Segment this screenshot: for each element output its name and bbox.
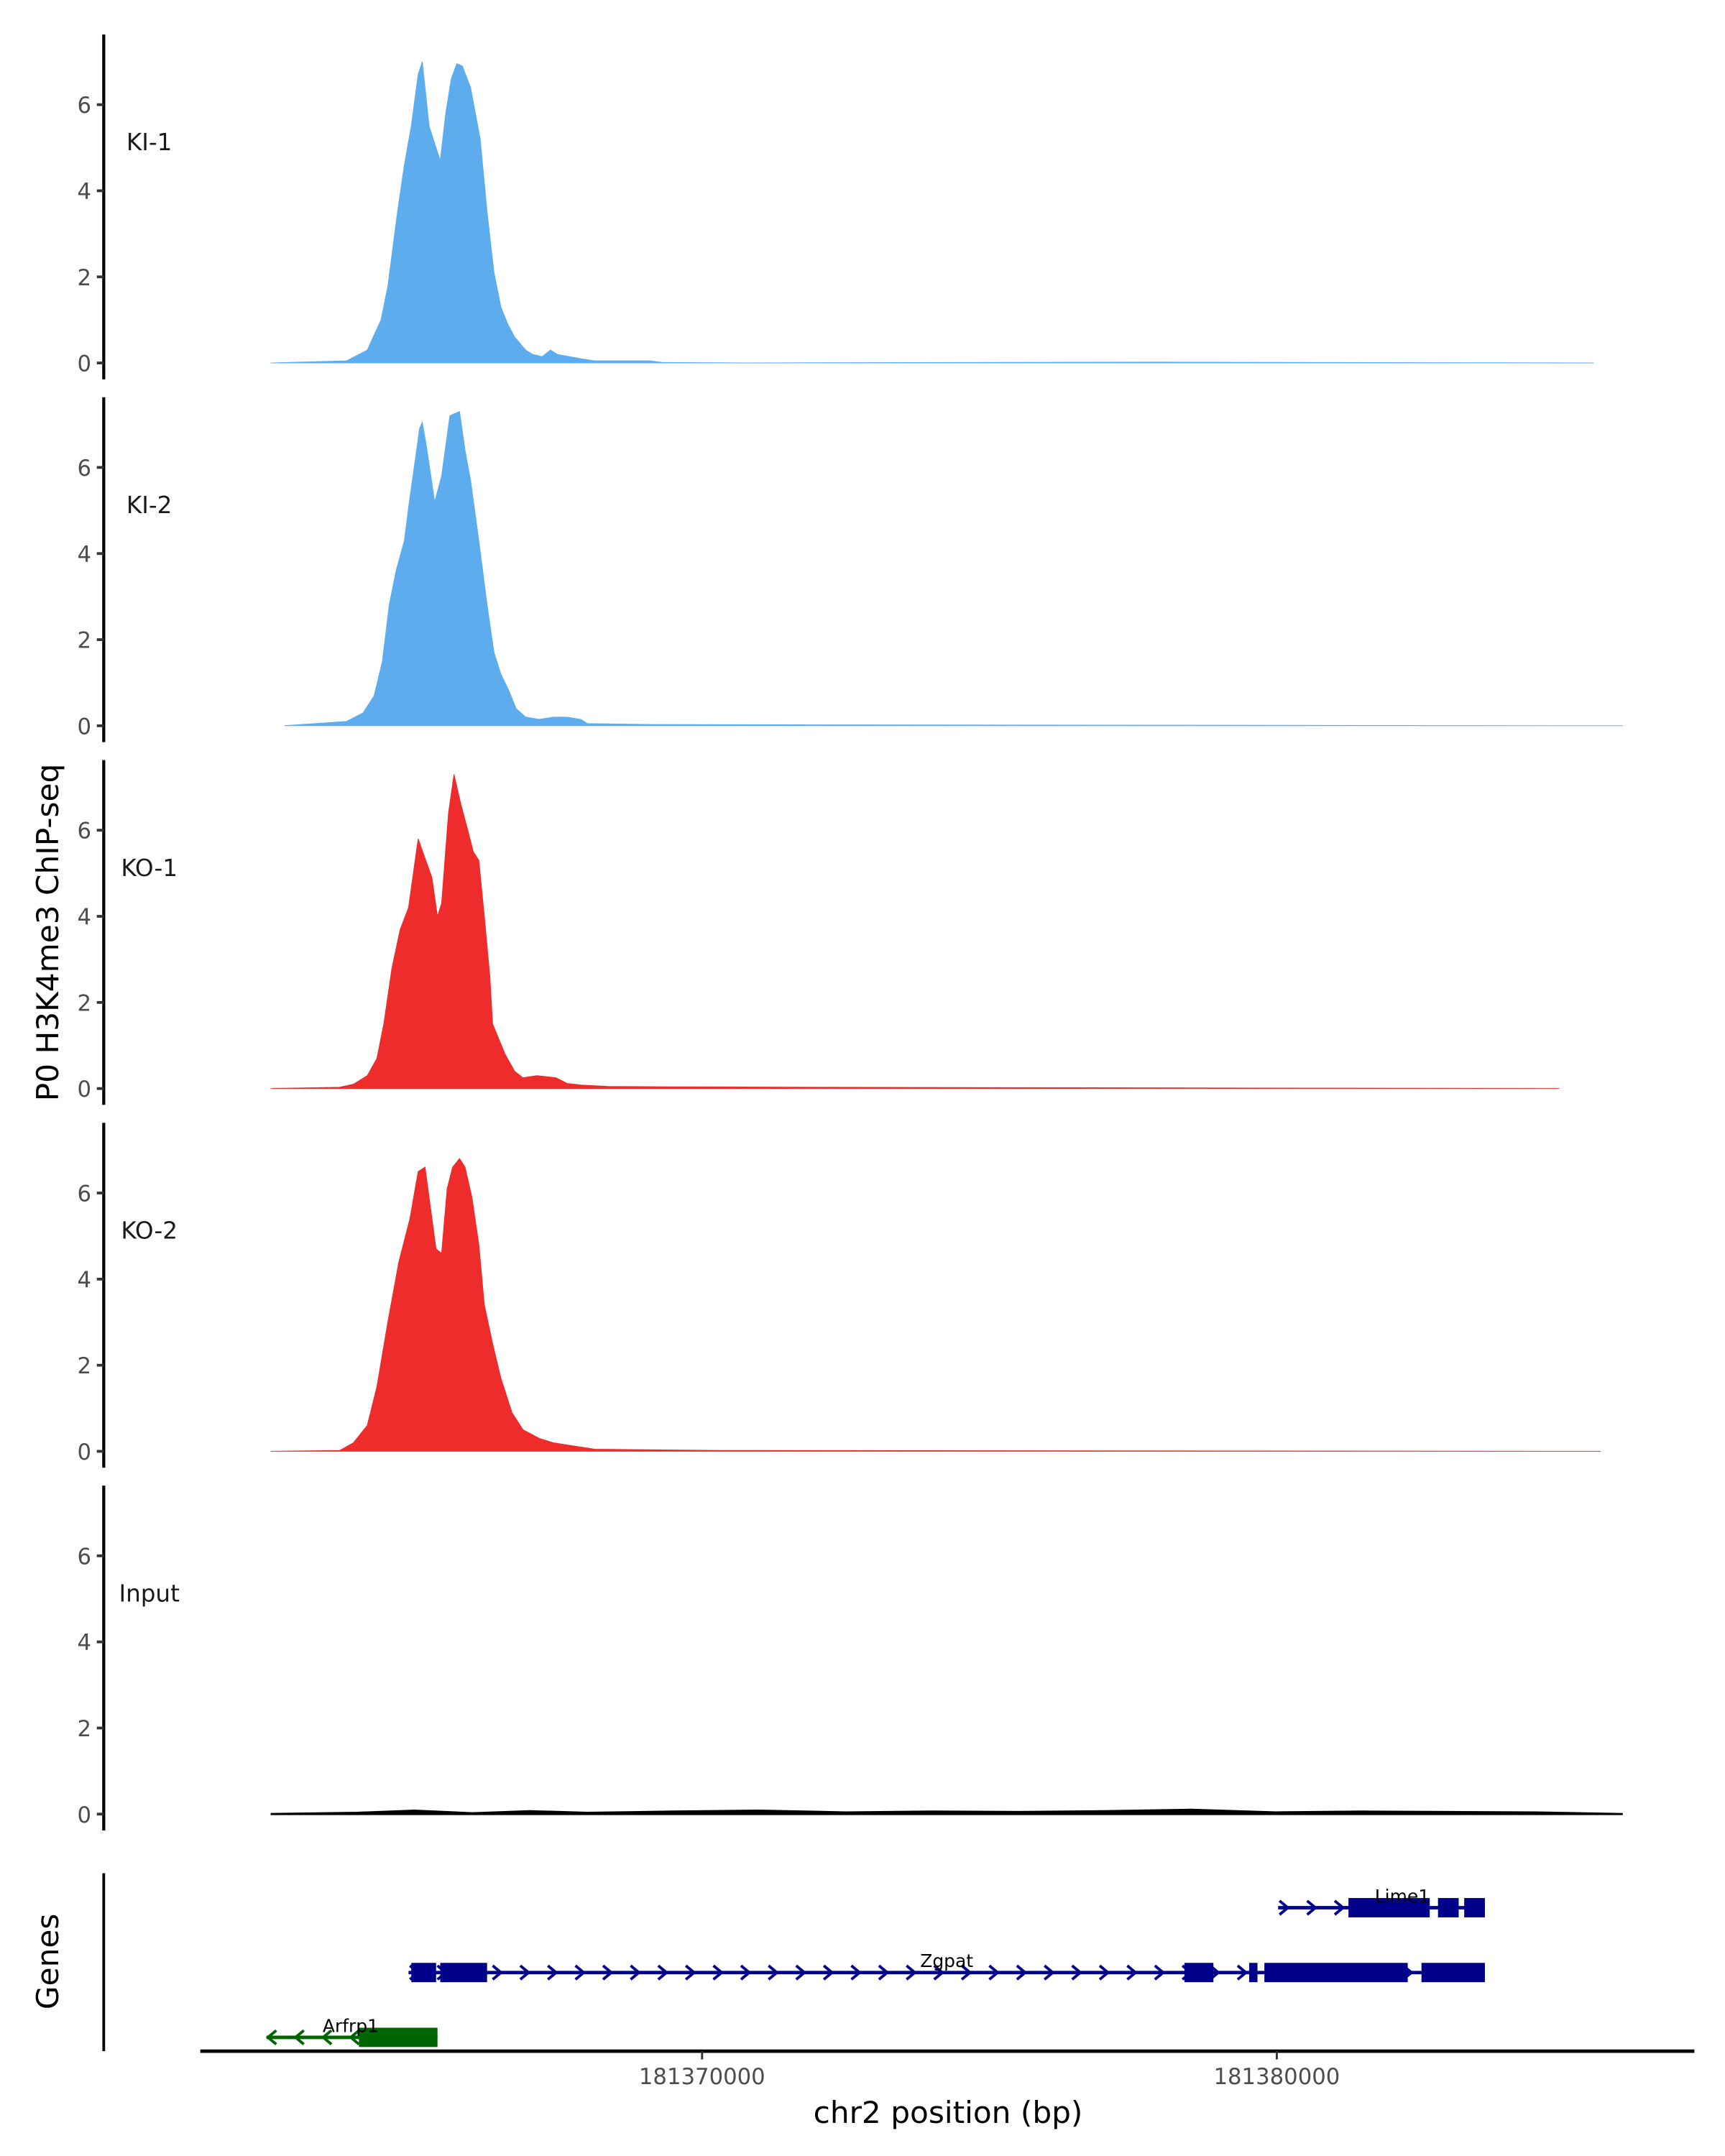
gene-exon (1438, 1898, 1459, 1917)
track-label: KI-1 (126, 129, 172, 156)
y-tick-label: 2 (78, 265, 92, 291)
coverage-area (270, 774, 1560, 1089)
gene-exon (1421, 1963, 1485, 1983)
y-tick-label: 4 (78, 542, 92, 568)
strand-arrow-icon (1236, 1964, 1248, 1981)
track-input: 0 2 4 6 Input (78, 1485, 1623, 1831)
track-label: KO-2 (121, 1217, 178, 1245)
strand-arrow-icon (630, 1964, 641, 1981)
track-ko-1: 0 2 4 6 KO-1 (78, 760, 1560, 1105)
gene-label: Zgpat (920, 1950, 973, 1971)
strand-arrow-icon (602, 1964, 614, 1981)
strand-arrow-icon (293, 2029, 305, 2046)
strand-arrow-icon (547, 1964, 558, 1981)
strand-arrow-icon (1043, 1964, 1055, 1981)
strand-arrow-icon (348, 2029, 360, 2046)
strand-arrow-icon (1098, 1964, 1110, 1981)
track-ko-2: 0 2 4 6 KO-2 (78, 1123, 1601, 1468)
strand-arrow-icon (519, 1964, 531, 1981)
gene-track: Lime1 Zgpat Arfrp1 (102, 1873, 1485, 2052)
y-tick-label: 6 (78, 819, 92, 844)
strand-arrow-icon (492, 1964, 503, 1981)
y-tick-label: 2 (78, 628, 92, 654)
gene-arfrp1: Arfrp1 (265, 2015, 438, 2047)
strand-arrow-icon (321, 2029, 333, 2046)
strand-arrow-icon (712, 1964, 724, 1981)
strand-arrow-icon (960, 1964, 972, 1981)
gene-exon (440, 1963, 487, 1983)
y-tick-label: 6 (78, 456, 92, 482)
x-tick-label: 181370000 (639, 2064, 765, 2090)
track-ki-1: 0 2 4 6 KI-1 (78, 34, 1594, 379)
strand-arrow-icon (933, 1964, 945, 1981)
track-label: KI-2 (126, 492, 172, 519)
gene-exon (1249, 1963, 1258, 1983)
x-axis: 181370000 181380000 (200, 2049, 1695, 2090)
gene-exon (411, 1963, 436, 1983)
strand-arrow-icon (988, 1964, 1000, 1981)
strand-arrow-icon (906, 1964, 917, 1981)
y-axis-title: P0 H3K4me3 ChIP-seq (30, 764, 65, 1102)
strand-arrow-icon (1306, 1899, 1318, 1916)
y-tick-label: 6 (78, 1181, 92, 1207)
strand-arrow-icon (657, 1964, 669, 1981)
genes-axis-title: Genes (30, 1914, 65, 2009)
y-tick-label: 6 (78, 1544, 92, 1570)
x-tick-label: 181380000 (1214, 2064, 1340, 2090)
gene-label: Arfrp1 (323, 2015, 379, 2036)
strand-arrow-icon (1279, 1899, 1290, 1916)
strand-arrow-icon (265, 2029, 277, 2046)
y-tick-label: 6 (78, 93, 92, 119)
strand-arrow-icon (1016, 1964, 1028, 1981)
strand-arrow-icon (1071, 1964, 1083, 1981)
y-tick-label: 2 (78, 990, 92, 1016)
coverage-area (270, 61, 1594, 364)
strand-arrow-icon (850, 1964, 862, 1981)
gene-label: Lime1 (1375, 1886, 1430, 1907)
strand-arrow-icon (1154, 1964, 1166, 1981)
gene-zgpat: Zgpat (408, 1950, 1485, 1983)
strand-arrow-icon (768, 1964, 779, 1981)
y-tick-label: 2 (78, 1716, 92, 1742)
y-tick-label: 0 (78, 714, 92, 740)
coverage-tracks: 0 2 4 6 KI-1 0 2 4 6 KI-2 0 2 4 6 KO-1 0 2 4 6 KO-2 0 2 4 6 Inpu… (78, 34, 1623, 1831)
y-tick-label: 0 (78, 351, 92, 377)
y-tick-label: 4 (78, 1630, 92, 1656)
strand-arrow-icon (878, 1964, 890, 1981)
gene-exon (1184, 1963, 1214, 1983)
gene-exon (1348, 1898, 1430, 1917)
y-tick-label: 2 (78, 1353, 92, 1379)
coverage-area (270, 1808, 1623, 1815)
strand-arrow-icon (1126, 1964, 1138, 1981)
track-ki-2: 0 2 4 6 KI-2 (78, 397, 1623, 742)
strand-arrow-icon (795, 1964, 807, 1981)
strand-arrow-icon (822, 1964, 834, 1981)
y-tick-label: 0 (78, 1077, 92, 1102)
strand-arrow-icon (740, 1964, 752, 1981)
gene-exon (359, 2027, 438, 2047)
track-label: KO-1 (121, 854, 178, 882)
strand-arrow-icon (574, 1964, 586, 1981)
x-axis-title: chr2 position (bp) (814, 2095, 1083, 2130)
y-tick-label: 4 (78, 179, 92, 205)
track-label: Input (119, 1580, 179, 1607)
y-tick-label: 0 (78, 1439, 92, 1465)
y-tick-label: 4 (78, 905, 92, 931)
y-tick-label: 4 (78, 1267, 92, 1293)
strand-arrow-icon (684, 1964, 696, 1981)
y-tick-label: 0 (78, 1802, 92, 1828)
coverage-area (270, 1158, 1601, 1452)
gene-exon (1264, 1963, 1408, 1983)
gene-exon (1464, 1898, 1485, 1917)
gene-lime1: Lime1 (1278, 1886, 1485, 1917)
strand-arrow-icon (1333, 1899, 1346, 1916)
coverage-area (284, 410, 1623, 727)
